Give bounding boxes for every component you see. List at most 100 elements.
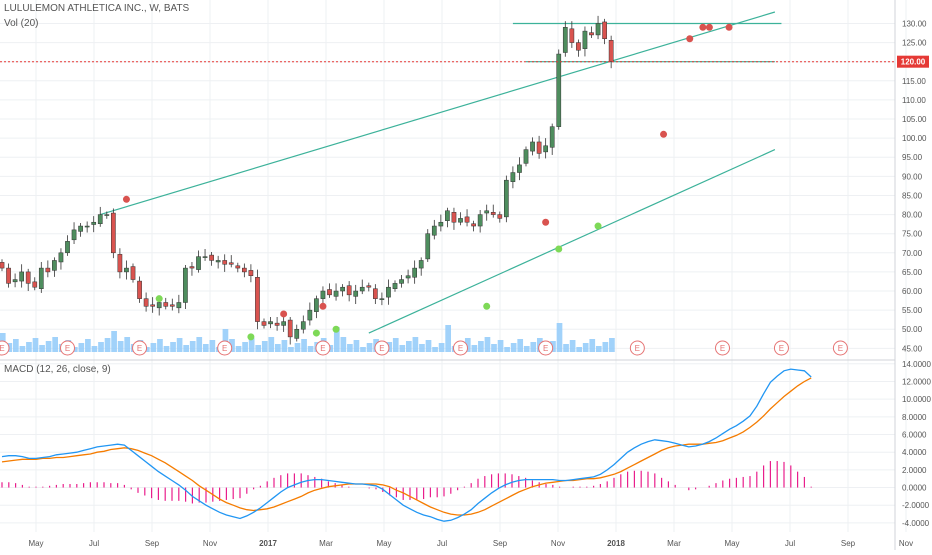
swing-marker <box>319 302 327 310</box>
candle-body <box>111 212 116 254</box>
trend-line <box>100 11 776 216</box>
earnings-marker <box>629 340 645 356</box>
earnings-marker-label: E <box>543 344 548 353</box>
candle-body <box>458 218 463 223</box>
candle-body <box>412 267 417 278</box>
candle-body <box>189 266 195 269</box>
candle-body <box>477 214 483 227</box>
swing-marker <box>555 245 563 253</box>
earnings-marker-label: E <box>635 344 640 353</box>
price-tick-label: 45.00 <box>902 344 923 353</box>
candle-body <box>543 145 548 153</box>
volume-bar <box>595 346 602 352</box>
candle-body <box>307 309 313 321</box>
price-tick-label: 85.00 <box>902 191 923 200</box>
candle-body <box>0 262 5 269</box>
candle-body <box>300 321 306 330</box>
candle-body <box>287 319 293 338</box>
volume-bar <box>471 345 478 352</box>
candle-body <box>222 260 228 265</box>
volume-bar <box>26 342 32 352</box>
macd-tick-label: 14.0000 <box>902 360 931 369</box>
earnings-marker <box>538 340 554 356</box>
time-axis: May Jul Sep Nov 2017 Mar May Jul Sep Nov 2018 Mar Ma… <box>28 539 913 548</box>
swing-marker <box>725 23 733 31</box>
volume-bar <box>104 338 111 352</box>
volume-bar <box>438 343 445 352</box>
time-tick-label: 2018 <box>607 539 625 548</box>
swing-marker <box>594 222 602 230</box>
time-tick-label: Sep <box>841 539 856 548</box>
volume-bar <box>255 345 262 352</box>
swing-marker <box>280 310 288 318</box>
candle-body <box>431 225 437 236</box>
signal-line <box>1 377 812 516</box>
volume-bar <box>32 338 39 352</box>
candle-body <box>418 260 424 269</box>
earnings-marker-label: E <box>222 344 227 353</box>
candle-body <box>333 290 339 297</box>
time-tick-label: May <box>28 539 43 548</box>
volume-bar <box>347 344 353 352</box>
candle-body <box>255 277 260 322</box>
volume-bar <box>281 340 288 352</box>
earnings-marker <box>773 340 789 356</box>
candle-body <box>471 223 476 227</box>
volume-bar <box>189 341 196 352</box>
volume-bar <box>602 342 609 352</box>
volume-bar <box>170 342 176 352</box>
price-tick-label: 105.00 <box>902 115 927 124</box>
candle-body <box>314 298 319 312</box>
volume-bar <box>39 345 45 352</box>
candle-body <box>320 290 326 299</box>
time-tick-label: Nov <box>551 539 565 548</box>
volume-bar <box>425 340 432 352</box>
volume-bar <box>202 344 209 352</box>
volume-bar <box>117 341 124 352</box>
price-tick-label: 60.00 <box>902 287 923 296</box>
candle-body <box>45 267 51 273</box>
candle-body <box>196 256 201 270</box>
price-tick-label: 50.00 <box>902 325 923 334</box>
earnings-marker <box>0 340 10 356</box>
earnings-marker-label: E <box>779 344 784 353</box>
volume-bar <box>504 347 510 352</box>
volume-bar <box>406 341 412 352</box>
earnings-marker-label: E <box>379 344 384 353</box>
volume-bar <box>98 342 104 352</box>
volume-bar <box>366 343 373 352</box>
earnings-marker <box>132 340 148 356</box>
candle-body <box>130 266 136 280</box>
candle-body <box>6 267 11 284</box>
volume-bar <box>563 344 569 352</box>
last-price-label: 120.00 <box>901 58 926 67</box>
volume-bar <box>163 346 170 352</box>
candle-body <box>242 267 247 273</box>
volume-bar <box>261 341 268 352</box>
volume-bar <box>353 340 360 352</box>
candle-body <box>78 225 83 232</box>
volume-bar <box>157 339 163 352</box>
trend-lines[interactable] <box>100 11 782 334</box>
candle-body <box>556 53 562 127</box>
candle-body <box>117 254 123 273</box>
candle-body <box>235 265 241 269</box>
price-tick-label: 125.00 <box>902 39 927 48</box>
time-tick-label: May <box>724 539 739 548</box>
volume-bar <box>301 339 307 352</box>
volume-bar <box>582 343 589 352</box>
candle-body <box>517 164 522 173</box>
volume-bar <box>209 340 216 352</box>
swing-marker <box>332 325 340 333</box>
time-tick-label: 2017 <box>259 539 277 548</box>
time-tick-label: Sep <box>145 539 160 548</box>
earnings-marker-label: E <box>320 344 325 353</box>
macd-tick-label: 0.0000 <box>902 484 927 493</box>
macd-tick-label: 8.0000 <box>902 413 927 422</box>
volume-bar <box>484 337 491 352</box>
candle-body <box>392 283 398 289</box>
candle-body <box>562 27 568 53</box>
swing-marker <box>155 295 163 303</box>
